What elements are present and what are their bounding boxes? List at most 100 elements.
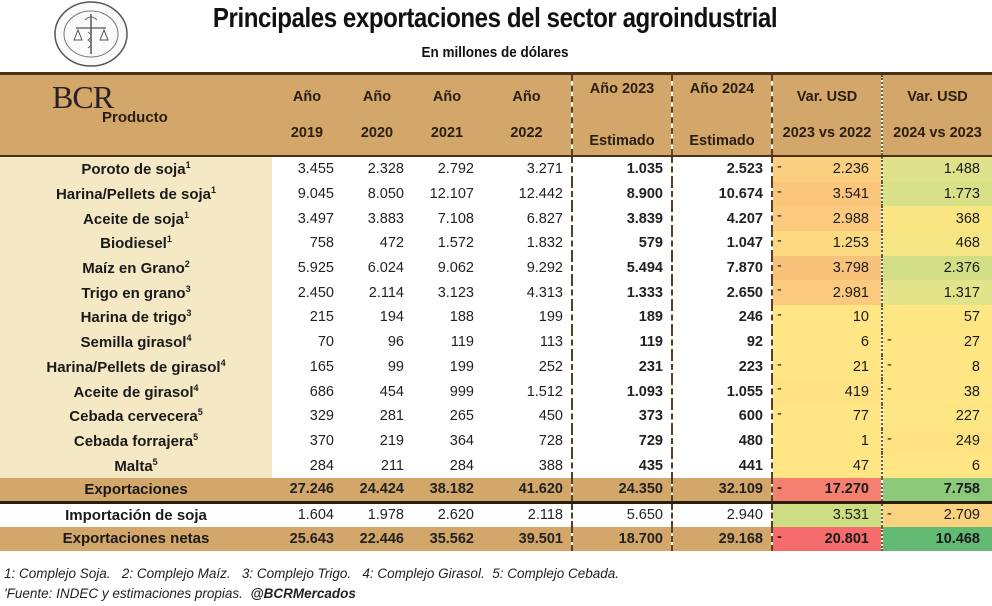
product-name: Poroto de soja1: [0, 156, 272, 182]
cell-y2021: 188: [449, 309, 474, 326]
cell-y2020: 281: [379, 408, 404, 425]
negative-sign: -: [777, 528, 782, 545]
cell-y2020: 8.050: [367, 186, 404, 203]
cell-var-2024-vs-2023: 6: [881, 453, 992, 478]
cell-y2022: 1.832: [526, 235, 563, 252]
cell-y2022: 3.271: [526, 161, 563, 178]
cell-y2021: 12.107: [429, 186, 474, 203]
exports-table: BCR Producto Año 2019 Año 2020 Año 2021 Año…: [0, 72, 992, 551]
table-row: Exportaciones netas 25.643 22.446 35.562 39.…: [0, 526, 992, 551]
footnote-marker: 1: [185, 160, 191, 171]
cell-y2022: 9.292: [526, 260, 563, 277]
cell-var-2023-vs-2022: -20.801: [771, 526, 882, 551]
header-2019: Año 2019: [272, 72, 342, 157]
cell-var-2023-vs-2022: -2.988: [771, 206, 882, 232]
cell-e2024: 4.207: [671, 206, 772, 232]
footnote-marker: 4: [186, 333, 192, 344]
table-row: Poroto de soja1 3.455 2.328 2.792 3.271 1.035…: [0, 156, 992, 182]
cell-y2019: 25.643: [272, 526, 342, 551]
cell-var-2024-vs-2023: -8: [881, 354, 992, 380]
negative-sign: -: [777, 405, 782, 422]
cell-var-2024-vs-2023: 57: [881, 305, 992, 330]
product-name: Biodiesel1: [0, 231, 272, 256]
cell-y2022: 113: [539, 334, 563, 351]
cell-y2020: 219: [379, 432, 404, 449]
cell-var-2024-vs-2023: 7.758: [881, 477, 992, 504]
cell-var-2023-vs-2022: 6: [771, 329, 882, 355]
cell-y2019: 215: [309, 309, 334, 326]
table-row: Cebada cervecera5 329 281 265 450 373 600-77 22…: [0, 403, 992, 429]
product-name: Aceite de girasol4: [0, 379, 272, 404]
product-name: Maíz en Grano2: [0, 255, 272, 281]
table-row: Trigo en grano3 2.450 2.114 3.123 4.313 1.333…: [0, 280, 992, 306]
cell-y2020: 3.883: [367, 210, 404, 227]
cell-y2019: 165: [309, 358, 334, 375]
cell-y2020: 211: [380, 457, 404, 474]
cell-var-2024-vs-2023: 468: [881, 231, 992, 256]
cell-y2020: 2.114: [368, 284, 404, 301]
cell-var-2023-vs-2022: -419: [771, 379, 882, 404]
cell-y2020: 194: [379, 309, 404, 326]
table-header-row: BCR Producto Año 2019 Año 2020 Año 2021 Año…: [0, 72, 992, 157]
cell-y2021: 38.182: [412, 477, 482, 504]
cell-y2020: 472: [379, 235, 404, 252]
cell-e2023: 24.350: [571, 477, 672, 504]
cell-y2021: 265: [449, 408, 474, 425]
table-row: Harina/Pellets de soja1 9.045 8.050 12.107 1…: [0, 181, 992, 207]
cell-y2020: 6.024: [367, 260, 404, 277]
cell-e2024: 29.168: [671, 526, 772, 551]
table-row: Importación de soja 1.604 1.978 2.620 2.118 5…: [0, 502, 992, 527]
negative-sign: -: [777, 381, 782, 398]
cell-y2022: 388: [538, 457, 563, 474]
cell-y2022: 39.501: [482, 526, 572, 551]
cell-var-2024-vs-2023: 227: [881, 403, 992, 429]
cell-e2024: 1.047: [671, 231, 772, 256]
bcr-brand-logo: BCR: [52, 79, 114, 115]
footnote-marker: 3: [186, 308, 192, 319]
table-row: Semilla girasol4 70 96 119 113 119 92 6-27: [0, 329, 992, 355]
product-name: Malta5: [0, 453, 272, 478]
cell-y2019: 686: [309, 383, 334, 400]
cell-e2024: 480: [671, 428, 772, 454]
cell-y2022: 12.442: [518, 186, 563, 203]
cell-var-2023-vs-2022: -10: [771, 305, 882, 330]
cell-y2022: 199: [538, 309, 563, 326]
cell-y2019: 5.925: [297, 260, 334, 277]
header-var-2023-vs-2022: Var. USD 2023 vs 2022: [771, 72, 882, 157]
table-row: Malta5 284 211 284 388 435 441 47 6: [0, 453, 992, 478]
product-name: Harina/Pellets de soja1: [0, 181, 272, 207]
cell-y2019: 1.604: [297, 507, 334, 524]
page-title: Principales exportaciones del sector agr…: [212, 2, 778, 33]
cell-e2024: 1.055: [671, 379, 772, 404]
product-name: Harina de trigo3: [0, 305, 272, 330]
cell-var-2023-vs-2022: 3.531: [771, 502, 882, 527]
cell-var-2024-vs-2023: 10.468: [881, 526, 992, 551]
table-row: Aceite de girasol4 686 454 999 1.512 1.093 1.0…: [0, 379, 992, 404]
cell-y2019: 27.246: [272, 477, 342, 504]
cell-e2023: 1.035: [571, 156, 672, 182]
cell-y2019: 284: [309, 457, 334, 474]
cell-var-2023-vs-2022: -21: [771, 354, 882, 380]
table-row: Maíz en Grano2 5.925 6.024 9.062 9.292 5.494 7…: [0, 255, 992, 281]
cell-e2023: 1.333: [571, 280, 672, 306]
negative-sign: -: [887, 331, 892, 348]
cell-e2023: 189: [571, 305, 672, 330]
cell-var-2023-vs-2022: 1: [771, 428, 882, 454]
negative-sign: -: [777, 159, 782, 175]
negative-sign: -: [777, 183, 782, 200]
footnote-marker: 4: [220, 357, 226, 368]
cell-var-2024-vs-2023: 1.773: [881, 181, 992, 207]
cell-e2023: 3.839: [571, 206, 672, 232]
cell-y2020: 22.446: [342, 526, 412, 551]
cell-var-2024-vs-2023: 368: [881, 206, 992, 232]
negative-sign: -: [777, 479, 782, 496]
negative-sign: -: [887, 430, 892, 447]
cell-var-2024-vs-2023: -249: [881, 428, 992, 454]
product-name: Cebada cervecera5: [0, 403, 272, 429]
cell-y2020: 96: [387, 334, 404, 351]
cell-var-2024-vs-2023: 1.488: [881, 156, 992, 182]
footnote-marker: 3: [185, 283, 191, 294]
cell-y2019: 3.497: [297, 210, 334, 227]
cell-y2021: 284: [449, 457, 474, 474]
footnote-source: 'Fuente: INDEC y estimaciones propias. @…: [4, 586, 356, 601]
